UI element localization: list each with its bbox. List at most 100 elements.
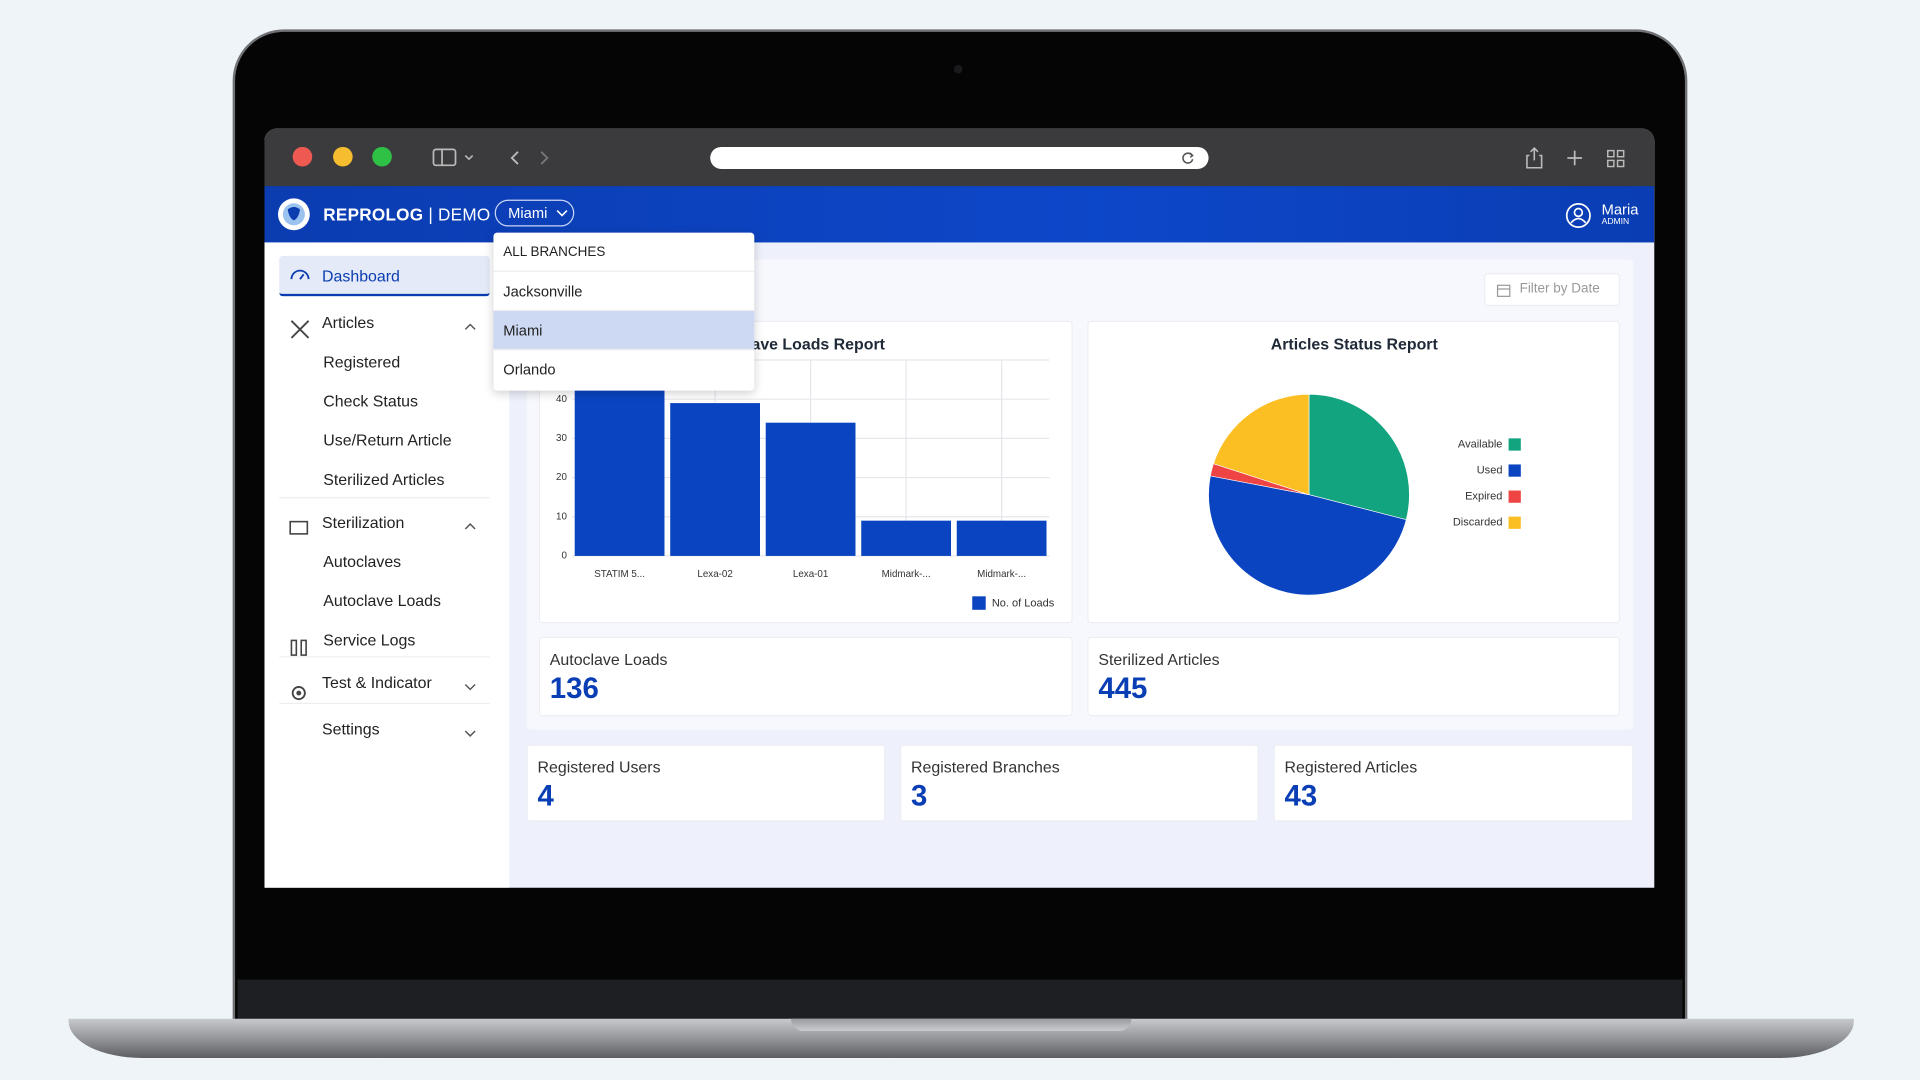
- legend-swatch: [1508, 438, 1521, 451]
- pie-slice: [1208, 475, 1407, 596]
- stat-label: Registered Branches: [911, 757, 1060, 777]
- pie-chart: Articles Status Report Available Used Expir…: [1208, 337, 1521, 596]
- stat-value: 43: [1284, 780, 1318, 814]
- menu-option[interactable]: Jacksonville: [493, 272, 755, 312]
- chevrons: [464, 323, 476, 737]
- active-item-bg: [279, 255, 490, 297]
- legend-swatch: [1508, 464, 1521, 477]
- nav-sub-item[interactable]: Use/Return Article: [323, 431, 452, 450]
- camera: [953, 64, 963, 74]
- nav-sterilization[interactable]: Sterilization: [322, 513, 405, 532]
- stat-card: Registered Users 4: [526, 744, 886, 822]
- legend-swatch: [972, 596, 986, 610]
- toolbar-right-icons: [1526, 147, 1625, 169]
- stat-card: Sterilized Articles 445: [1087, 636, 1621, 717]
- nav-sub-item[interactable]: Sterilized Articles: [323, 470, 445, 489]
- stat-card: Autoclave Loads 136: [538, 636, 1073, 717]
- user-icon[interactable]: [1565, 202, 1592, 229]
- user-role: ADMIN: [1601, 217, 1630, 227]
- nav-articles[interactable]: Articles: [322, 313, 375, 332]
- chart-title: Articles Status Report: [1271, 337, 1439, 354]
- calendar-icon: [1496, 284, 1511, 297]
- x-tick-label: Midmark-...: [977, 569, 1026, 580]
- legend-swatch: [1508, 516, 1521, 529]
- menu-option[interactable]: ALL BRANCHES: [493, 233, 755, 272]
- nav-sub-item[interactable]: Service Logs: [323, 630, 416, 649]
- menu-option[interactable]: Orlando: [503, 361, 556, 379]
- nav-test-indicator[interactable]: Test & Indicator: [322, 673, 432, 692]
- maximize-button[interactable]: [372, 146, 392, 167]
- nav-sub-item[interactable]: Check Status: [323, 391, 418, 411]
- sidebar: Dashboard Articles Registered Check Stat…: [264, 242, 510, 888]
- brand-product: DEMO: [438, 204, 491, 225]
- bar: [670, 403, 760, 556]
- x-tick-label: Lexa-02: [697, 569, 732, 580]
- legend-label: Expired: [1465, 491, 1502, 503]
- legend-label: Available: [1458, 438, 1503, 450]
- filter-date[interactable]: Filter by Date: [1484, 273, 1621, 307]
- nav-dashboard[interactable]: Dashboard: [322, 266, 400, 286]
- close-button[interactable]: [292, 146, 313, 167]
- filter-placeholder: Filter by Date: [1519, 281, 1600, 297]
- branch-menu: ALL BRANCHES Jacksonville Miami Orlando: [493, 232, 755, 391]
- branch-name: Miami: [508, 204, 548, 222]
- stat-label: Autoclave Loads: [549, 650, 668, 669]
- pie-slice: [1308, 393, 1410, 521]
- bar: [765, 422, 856, 556]
- app-header: REPROLOG | DEMO Miami Maria ADMIN: [264, 186, 1655, 243]
- bar: [861, 520, 952, 556]
- minimize-button[interactable]: [333, 146, 353, 167]
- legend-label: Used: [1477, 464, 1503, 476]
- nav-sub-item[interactable]: Registered: [323, 352, 401, 372]
- x-tick-label: STATIM 5...: [594, 569, 645, 580]
- pie-chart-card: Articles Status Report Available Used Expir…: [1087, 320, 1621, 624]
- stat-label: Registered Articles: [1284, 757, 1418, 777]
- pie-slice: [1213, 393, 1310, 496]
- address-bar[interactable]: [710, 146, 1209, 169]
- nav-icons-2: [290, 639, 307, 701]
- separator: [279, 497, 490, 499]
- laptop-chin: [237, 979, 1683, 1022]
- y-tick-label: 20: [556, 472, 567, 483]
- stat-card: Registered Branches 3: [900, 744, 1259, 822]
- bar: [956, 520, 1047, 556]
- legend-label: Discarded: [1453, 517, 1503, 529]
- y-tick-label: 30: [556, 433, 567, 444]
- bar: [574, 379, 665, 556]
- nav-sub-item[interactable]: Autoclave Loads: [323, 591, 441, 610]
- stat-value: 3: [911, 780, 928, 814]
- x-tick-label: Midmark-...: [882, 569, 931, 580]
- y-tick-label: 10: [556, 511, 567, 522]
- brand-name: REPROLOG: [323, 204, 424, 225]
- screen: REPROLOG | DEMO Miami Maria ADMIN: [264, 128, 1655, 888]
- stat-label: Sterilized Articles: [1098, 650, 1220, 669]
- y-tick-label: 40: [556, 394, 567, 405]
- user-name: Maria: [1601, 200, 1639, 218]
- menu-option-selected[interactable]: Miami: [493, 311, 755, 351]
- stat-value: 136: [549, 672, 599, 706]
- nav-settings[interactable]: Settings: [322, 720, 380, 739]
- toolbar-icons: [432, 148, 549, 167]
- nav-icons: [289, 269, 310, 535]
- stat-value: 445: [1098, 672, 1148, 706]
- laptop-notch: [791, 1018, 1132, 1032]
- x-tick-label: Lexa-01: [793, 569, 828, 580]
- brand-separator: |: [428, 204, 434, 225]
- chevron: [556, 210, 568, 217]
- stat-card: Registered Articles 43: [1273, 744, 1634, 822]
- bar-chart: Autoclave Loads Report01020304050STATIM …: [556, 337, 1055, 610]
- legend-swatch: [1508, 490, 1521, 503]
- separator: [279, 702, 490, 705]
- stat-value: 4: [537, 780, 554, 814]
- branch-select[interactable]: Miami: [494, 199, 575, 227]
- separator: [279, 656, 490, 658]
- reload-icon[interactable]: [1180, 151, 1195, 166]
- stat-label: Registered Users: [537, 757, 661, 777]
- browser-toolbar: [264, 128, 1655, 188]
- nav-sub-item[interactable]: Autoclaves: [323, 552, 402, 571]
- logo: [277, 198, 310, 231]
- y-tick-label: 0: [561, 551, 567, 562]
- brand: REPROLOG | DEMO: [323, 204, 490, 224]
